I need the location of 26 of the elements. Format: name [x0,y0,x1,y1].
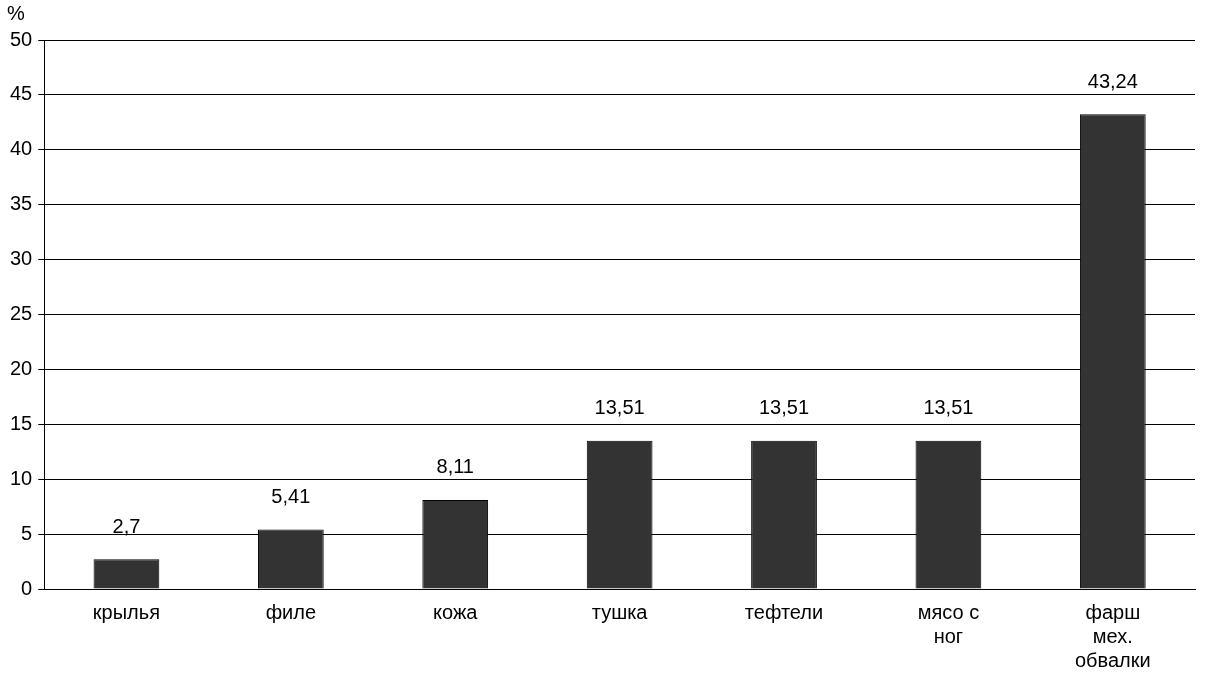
x-tick-label: фарш мех. обвалки [1074,600,1151,671]
data-label: 5,41 [271,485,311,508]
y-tick-label: 30 [10,247,33,270]
y-tick-label: 25 [10,302,33,325]
y-tick-label: 45 [10,82,33,105]
y-tick-label: 15 [10,411,33,434]
y-tick-label: 10 [10,466,33,489]
y-tick-label: 35 [10,192,33,215]
x-tick-label: филе [265,600,317,623]
y-tick-label: 50 [10,27,33,50]
y-tick-label: 0 [21,576,33,599]
data-label: 43,24 [1087,69,1138,92]
y-tick-label: 5 [21,521,33,544]
y-axis-title: % [7,1,26,24]
data-label: 13,51 [923,396,974,419]
data-label: 13,51 [758,396,810,419]
data-label: 2,7 [112,514,141,537]
y-tick-label: 20 [10,356,33,379]
data-label: 13,51 [594,396,645,419]
x-tick-label: тефтели [744,600,824,623]
x-tick-label: кожа [433,600,479,623]
data-label: 8,11 [436,455,474,478]
y-tick-label: 40 [10,137,33,160]
x-tick-label: крылья [92,600,161,623]
x-tick-label: тушка [591,600,649,623]
x-tick-label: мясо с ног [917,600,980,647]
